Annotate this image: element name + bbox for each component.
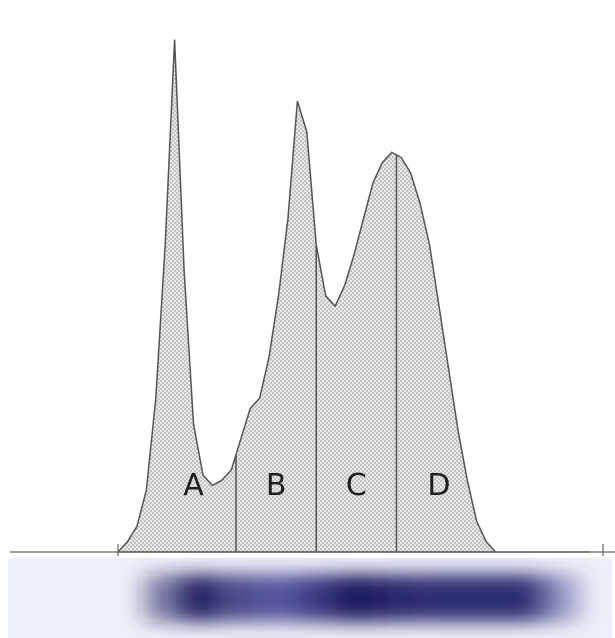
segment-dividers: [235, 154, 398, 552]
segment-labels: A B C D: [183, 468, 450, 503]
segment-label: D: [427, 468, 450, 503]
gel-lane: [8, 558, 612, 638]
densitometry-chart: A B C D: [10, 39, 615, 556]
segment-label: A: [183, 468, 204, 503]
gel-band: [133, 574, 593, 622]
x-axis-ticks: [117, 544, 604, 556]
segment-label: C: [346, 468, 367, 503]
segment-label: B: [266, 468, 287, 503]
